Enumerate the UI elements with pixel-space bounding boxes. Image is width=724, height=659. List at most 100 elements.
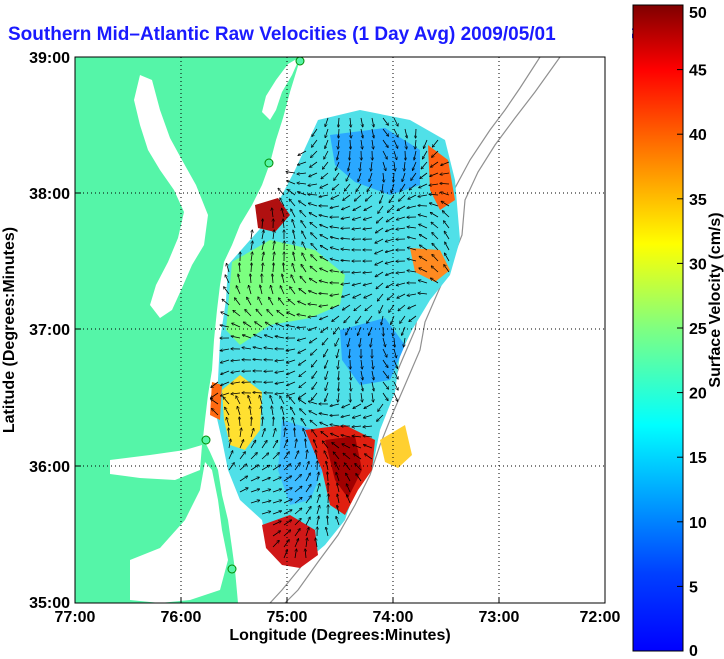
velocity-arrow	[431, 222, 439, 229]
radar-station	[264, 158, 274, 168]
velocity-arrow	[283, 550, 287, 559]
velocity-arrow	[365, 304, 373, 311]
velocity-arrow	[325, 392, 329, 401]
velocity-arrow	[393, 348, 396, 358]
velocity-arrow	[369, 326, 373, 335]
velocity-arrow	[330, 415, 340, 416]
velocity-arrow	[386, 271, 395, 275]
velocity-arrow	[353, 414, 362, 418]
velocity-arrow	[330, 271, 340, 273]
velocity-arrow	[432, 243, 439, 251]
velocity-arrow	[300, 409, 307, 416]
colorbar-tick-label: 30	[689, 256, 707, 273]
colorbar-overlap	[560, 22, 632, 48]
velocity-arrow	[293, 230, 296, 240]
velocity-arrow	[286, 172, 296, 173]
velocity-arrow	[272, 531, 280, 537]
velocity-arrow	[283, 476, 292, 482]
velocity-arrow	[272, 406, 274, 416]
velocity-arrow	[310, 337, 318, 343]
velocity-arrow	[308, 304, 318, 305]
velocity-arrow	[361, 139, 362, 149]
velocity-arrow	[221, 381, 230, 386]
velocity-arrow	[269, 297, 274, 306]
velocity-arrow	[367, 183, 373, 192]
colorbar-tick-label: 5	[689, 579, 698, 596]
velocity-arrow	[294, 529, 300, 537]
y-tick-label: 37:00	[29, 322, 70, 339]
velocity-arrow	[354, 304, 362, 311]
velocity-arrow	[337, 494, 340, 504]
velocity-arrow	[310, 161, 318, 167]
velocity-arrow	[363, 216, 373, 220]
velocity-arrow	[319, 413, 329, 416]
velocity-arrow	[415, 139, 416, 149]
velocity-arrow	[223, 397, 230, 405]
velocity-arrow	[250, 274, 251, 284]
albemarle-sound	[110, 445, 202, 480]
velocity-arrow	[289, 397, 296, 405]
velocity-arrow	[239, 464, 247, 471]
tick-marks	[74, 56, 606, 603]
velocity-arrow	[330, 425, 340, 427]
pamlico-sound	[130, 462, 228, 603]
velocity-arrow	[299, 201, 307, 207]
velocity-arrow	[320, 225, 329, 229]
velocity-arrow	[253, 347, 263, 350]
velocity-arrow	[352, 426, 362, 427]
velocity-arrow	[231, 393, 241, 394]
velocity-arrow	[338, 359, 339, 369]
delaware-bay	[262, 57, 300, 120]
velocity-arrow	[430, 172, 439, 176]
velocity-arrow	[352, 436, 362, 437]
velocity-arrow	[333, 452, 340, 460]
velocity-arrow	[419, 268, 428, 273]
velocity-arrow	[408, 194, 417, 199]
velocity-arrow	[261, 406, 262, 416]
velocity-arrow	[335, 337, 340, 346]
velocity-arrow	[272, 440, 278, 449]
velocity-arrow	[221, 312, 230, 317]
velocity-arrow	[309, 172, 318, 177]
velocity-arrow	[382, 381, 389, 389]
velocity-arrow	[221, 370, 230, 374]
velocity-arrow	[372, 139, 373, 149]
velocity-arrow	[356, 315, 362, 323]
velocity-arrow	[341, 249, 351, 250]
velocity-arrow	[297, 314, 307, 316]
velocity-arrow	[316, 472, 319, 482]
velocity-arrow	[330, 227, 340, 228]
velocity-arrow	[341, 260, 351, 261]
colorbar-tick-label: 40	[689, 127, 707, 144]
velocity-arrow	[365, 454, 373, 460]
velocity-arrow	[360, 381, 363, 391]
velocity-arrow	[343, 304, 351, 310]
velocity-arrow	[352, 216, 362, 220]
velocity-arrow	[245, 310, 252, 317]
velocity-arrow	[316, 505, 320, 515]
velocity-arrow	[335, 462, 340, 471]
velocity-arrow	[292, 417, 296, 427]
velocity-arrow	[423, 150, 428, 159]
velocity-arrow	[407, 237, 417, 240]
velocity-arrow	[359, 337, 361, 347]
velocity-arrow	[407, 248, 417, 251]
velocity-arrow	[283, 510, 292, 515]
velocity-arrow	[261, 511, 271, 515]
velocity-arrow	[211, 392, 219, 398]
velocity-arrow	[356, 474, 362, 482]
velocity-arrow	[404, 161, 405, 171]
velocity-arrow	[256, 309, 263, 317]
velocity-arrow	[360, 117, 363, 127]
velocity-arrow	[321, 172, 329, 179]
velocity-arrow	[295, 439, 297, 449]
velocity-arrow	[301, 221, 307, 229]
velocity-arrow	[283, 219, 284, 229]
velocity-arrow	[376, 282, 384, 289]
velocity-arrow	[346, 473, 351, 482]
velocity-arrow	[389, 304, 395, 312]
velocity-arrow	[371, 370, 374, 380]
velocity-arrow	[344, 183, 351, 191]
velocity-arrow	[424, 139, 428, 148]
radar-station	[295, 57, 305, 66]
